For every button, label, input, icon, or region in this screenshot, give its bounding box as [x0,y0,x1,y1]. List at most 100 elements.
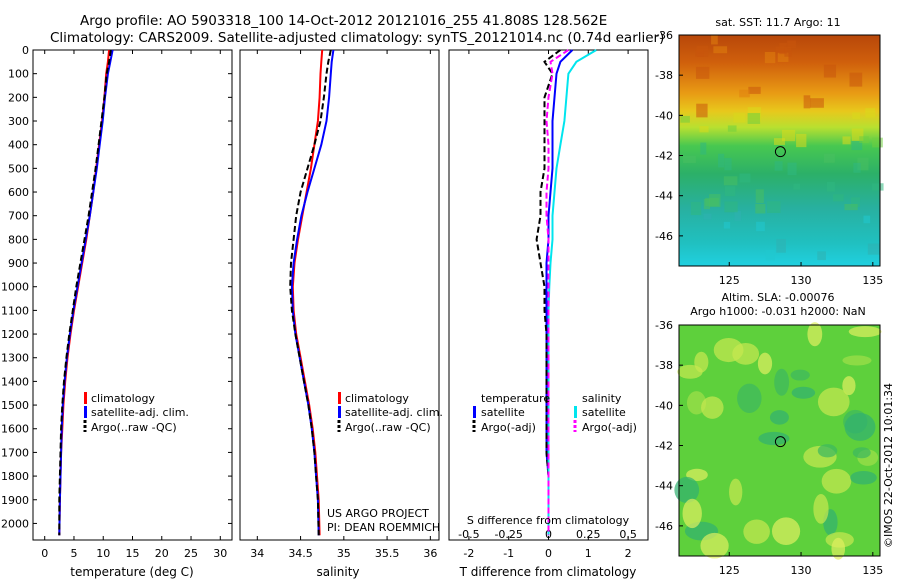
sst-texture-cell [853,162,861,173]
legend-climatology-label: climatology [345,392,409,405]
depth-tick-label: 1100 [1,304,29,317]
sst-texture-cell [859,136,869,143]
depth-tick-label: 300 [8,115,29,128]
map-y-tick-label: -38 [655,69,673,82]
figure-title-line2: Climatology: CARS2009. Satellite-adjuste… [50,30,664,46]
legend-t-argo-label: Argo(-adj) [481,421,536,434]
sla-texture-blob [844,412,876,441]
sst-texture-cell [764,51,776,64]
sst-texture-cell [727,125,737,132]
t-diff-argo-line [535,49,561,536]
sla-texture-blob [850,470,877,485]
depth-tick-label: 400 [8,139,29,152]
map-y-tick-label: -46 [655,230,673,243]
sla-texture-blob [701,396,724,419]
sla-texture-blob [771,517,801,546]
sla-texture-blob [848,326,882,338]
sst-texture-cell [755,203,766,214]
map-x-tick-label: 130 [791,274,812,287]
x-tick-label: 0 [545,547,552,560]
x-tick-label: 20 [155,547,169,560]
sst-texture-cell [851,197,861,208]
sst-texture-cell [739,89,750,98]
sst-texture-cell [755,189,764,203]
temperature-xlabel: temperature (deg C) [70,565,193,579]
depth-tick-label: 2000 [1,517,29,530]
sla-texture-blob [790,369,810,381]
sst-texture-cell [765,250,775,261]
sst-texture-cell [690,201,702,216]
s-difference-x-axis: -0.5 -0.25 0 0.25 0.5 [458,528,637,541]
sst-texture-cell [748,86,761,94]
difference-panel: -2 -1 0 1 2 -0.5 -0.25 0 0.25 0.5 T difference f… [448,49,649,579]
sla-texture-blob [758,431,790,446]
sla-texture-blob [737,383,762,413]
sla-texture-blob [817,444,838,458]
sla-texture-blob [677,364,703,379]
sla-texture-blob [682,498,702,529]
sst-texture-cell [781,129,796,142]
sst-texture-cell [867,243,880,255]
sst-argo-location-marker [774,146,786,158]
sst-texture-cell [713,46,728,54]
sla-argo-location-marker [774,436,786,448]
sla-texture-blob [743,519,770,544]
salinity-series [289,49,335,536]
sst-texture-cell [700,142,707,155]
sst-texture-cell [787,162,797,176]
sst-texture-cell [784,46,792,57]
legend-satellite-swatch [338,406,341,418]
temperature-legend: climatology satellite-adj. clim. Argo(..… [83,392,189,434]
salinity-panel: 34 34.5 35 35.5 36 salinity climatology sate… [239,49,443,579]
sst-map-panel: sat. SST: 11.7 Argo: 11 125 130 135 -36 -38 -… [655,16,884,287]
x-tick-label: 35 [337,547,351,560]
sst-texture-cell [711,35,718,45]
depth-tick-label: 1500 [1,399,29,412]
depth-tick-label: 1900 [1,494,29,507]
legend-argo-label: Argo(..raw -QC) [91,421,177,434]
sla-texture-blob [813,493,829,524]
credit-line2: PI: DEAN ROEMMICH [327,521,440,534]
depth-tick-label: 900 [8,257,29,270]
map-x-tick-label: 125 [719,564,740,577]
x-tick-label: -1 [503,547,514,560]
sla-texture-blob [729,478,743,506]
depth-tick-label: 1000 [1,281,29,294]
sla-texture-blob [674,476,700,504]
sst-texture-cell [851,140,863,151]
map-y-tick-label: -44 [655,190,673,203]
credit-line1: US ARGO PROJECT [327,507,429,520]
legend-climatology-swatch [338,392,341,404]
depth-tick-label: 1400 [1,375,29,388]
legend-temperature-heading: temperature [481,392,550,405]
depth-tick-label: 500 [8,162,29,175]
sla-texture-blob [831,537,846,560]
map-y-tick-label: -38 [655,359,673,372]
sla-texture-blob [842,355,872,366]
sst-texture-cell [747,113,761,124]
sst-texture-cell [747,107,762,119]
sst-texture-cell [823,64,837,78]
s-diff-tick-label: -0.25 [494,528,522,541]
salinity-axes-frame [239,49,440,541]
depth-tick-label: 700 [8,210,29,223]
legend-s-argo-label: Argo(-adj) [582,421,637,434]
depth-tick-label: 1300 [1,352,29,365]
depth-tick-label: 1200 [1,328,29,341]
s-difference-xlabel: S difference from climatology [467,514,630,527]
sla-map-subtitle: Argo h1000: -0.031 h2000: NaN [690,305,866,318]
x-tick-label: 34.5 [288,547,313,560]
salinity-x-axis: 34 34.5 35 35.5 36 [250,50,437,560]
sst-texture-cell [787,40,796,49]
sla-map-frame [678,324,881,557]
sst-texture-cell [705,197,719,207]
sst-texture-cell [779,42,787,55]
sst-texture-cell [872,183,884,191]
depth-tick-label: 1800 [1,470,29,483]
s-diff-tick-label: -0.5 [458,528,479,541]
x-tick-label: 0 [41,547,48,560]
map-y-tick-label: -36 [655,319,673,332]
map-y-tick-label: -40 [655,109,673,122]
sst-texture-cell [865,108,876,118]
depth-tick-label: 100 [8,68,29,81]
